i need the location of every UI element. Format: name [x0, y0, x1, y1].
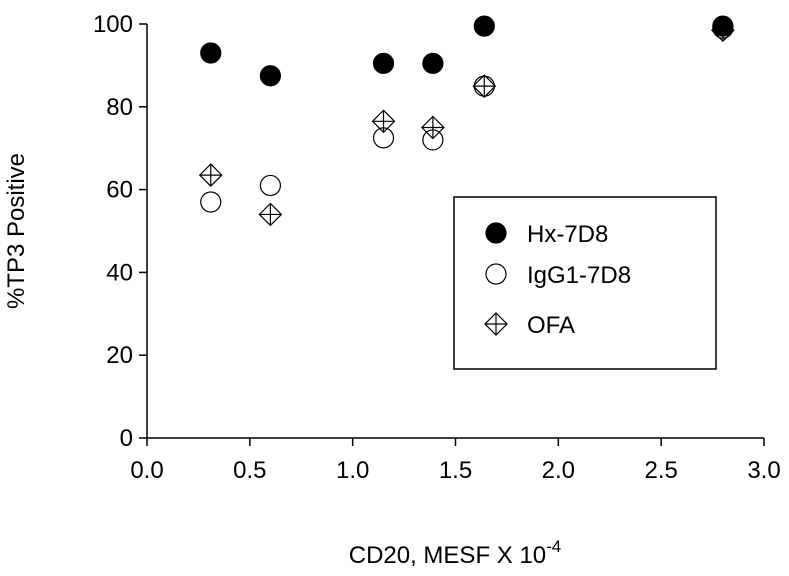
x-tick-label: 0.0: [130, 457, 163, 484]
point-ofa: [371, 109, 396, 134]
x-axis-title-base: CD20, MESF X 10: [349, 542, 546, 569]
x-tick-label: 3.0: [747, 457, 780, 484]
point-ofa: [711, 18, 735, 43]
y-tick-label: 20: [106, 342, 133, 369]
y-tick-label: 60: [106, 177, 133, 204]
point-hx-7d8: [372, 52, 395, 74]
point-hx-7d8: [200, 42, 222, 64]
x-tick-label: 2.0: [542, 457, 575, 484]
x-ticks: 0.0 0.5 1.0 1.5 2.0 2.5 3.0: [130, 438, 781, 484]
x-axis-title: CD20, MESF X 10-4: [349, 537, 562, 569]
x-tick-label: 0.5: [233, 457, 266, 484]
y-ticks: 0 20 40 60 80 100: [93, 11, 147, 452]
point-hx-7d8: [422, 52, 444, 74]
y-tick-label: 40: [106, 259, 133, 286]
x-tick-label: 1.5: [439, 457, 472, 484]
point-ofa: [472, 74, 497, 98]
legend-label-hx-7d8: Hx-7D8: [527, 221, 608, 248]
x-tick-label: 2.5: [644, 457, 677, 484]
point-ofa: [421, 115, 445, 140]
legend-label-ofa: OFA: [527, 312, 575, 339]
x-axis-title-exponent: -4: [546, 537, 561, 556]
y-axis-title: %TP3 Positive: [3, 153, 30, 309]
point-igg1-7d8: [259, 174, 281, 197]
point-ofa: [198, 163, 223, 187]
y-tick-label: 100: [93, 11, 133, 38]
legend: Hx-7D8 IgG1-7D8 OFA: [453, 196, 717, 370]
x-tick-label: 1.0: [336, 457, 369, 484]
legend-marker-igg1-7d8: [485, 263, 507, 285]
y-tick-label: 80: [106, 94, 133, 121]
legend-marker-hx-7d8: [485, 222, 507, 244]
point-hx-7d8: [473, 15, 495, 37]
legend-marker-ofa: [484, 312, 508, 336]
point-igg1-7d8: [200, 191, 222, 213]
point-ofa: [258, 202, 283, 227]
data-points: [198, 15, 735, 227]
y-tick-label: 0: [120, 425, 133, 452]
legend-label-igg1-7d8: IgG1-7D8: [527, 262, 631, 289]
point-hx-7d8: [259, 65, 281, 87]
